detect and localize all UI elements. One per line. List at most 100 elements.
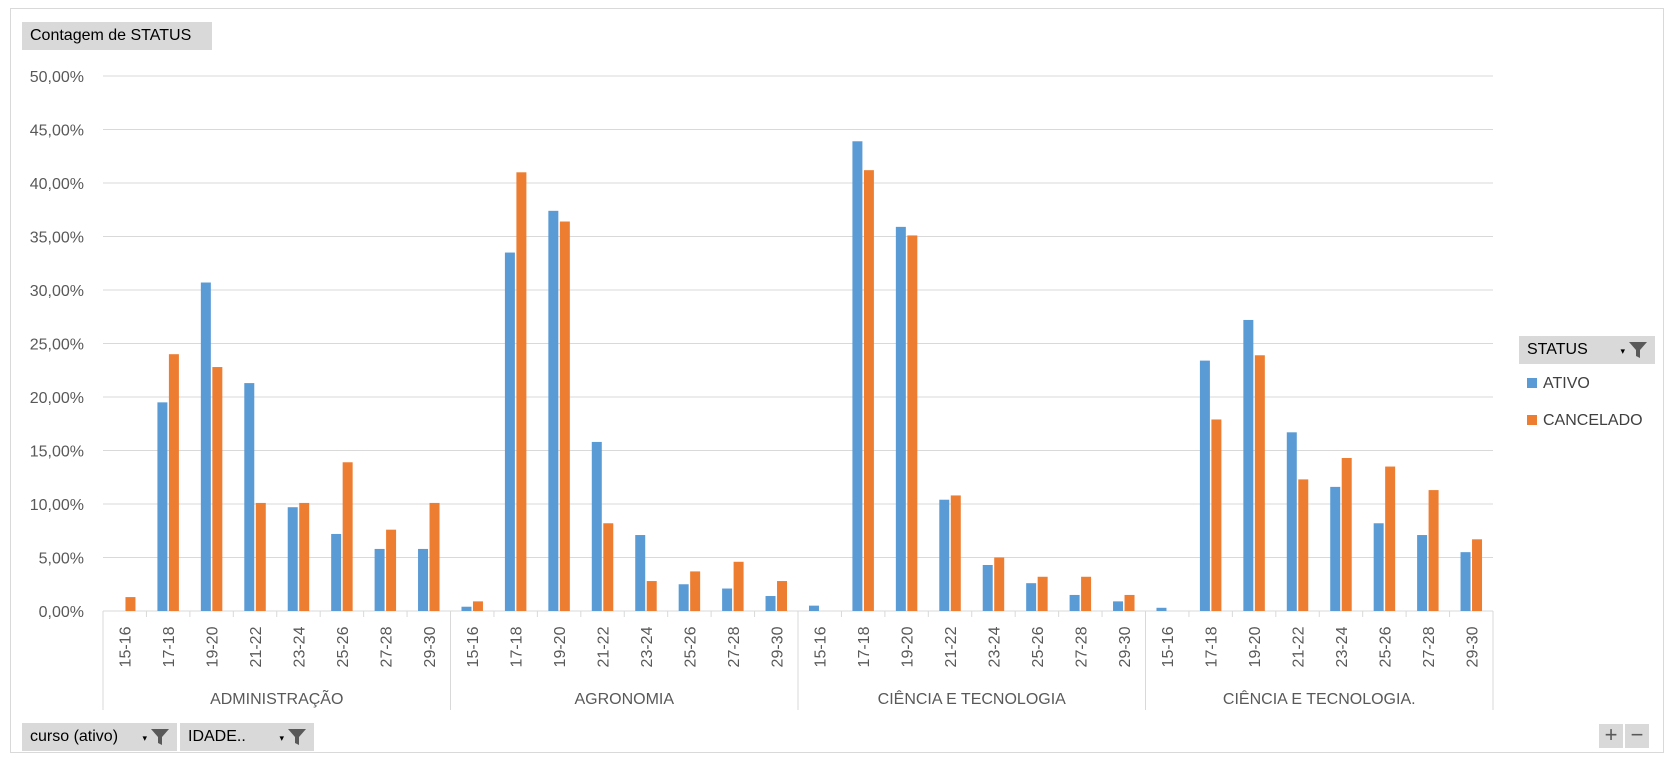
x-tick-label: 23-24 <box>291 626 308 667</box>
bar-cancelado <box>863 170 874 611</box>
group-label: AGRONOMIA <box>574 691 674 708</box>
bar-ativo <box>1069 594 1080 611</box>
bar-ativo <box>1243 319 1254 611</box>
bar-ativo <box>1026 583 1037 611</box>
bar-cancelado <box>342 462 353 611</box>
x-tick-label: 29-30 <box>1117 626 1134 667</box>
bar-ativo <box>1460 552 1471 611</box>
bar-cancelado <box>1254 355 1265 611</box>
x-tick-label: 19-20 <box>552 626 569 667</box>
zoom-in-button[interactable]: + <box>1599 724 1623 748</box>
x-tick-label: 21-22 <box>943 626 960 667</box>
bar-cancelado <box>168 354 179 611</box>
y-tick-label: 30,00% <box>30 283 84 300</box>
y-tick-label: 20,00% <box>30 390 84 407</box>
bar-ativo <box>852 141 863 611</box>
x-tick-label: 21-22 <box>1291 626 1308 667</box>
bar-ativo <box>1330 486 1341 611</box>
bar-cancelado <box>690 571 701 611</box>
x-tick-label: 15-16 <box>813 626 830 667</box>
x-tick-label: 17-18 <box>161 626 178 667</box>
bar-cancelado <box>255 502 266 611</box>
legend-field-label: STATUS <box>1527 341 1588 358</box>
legend-item-ativo[interactable]: ATIVO <box>1527 374 1590 394</box>
bar-ativo <box>591 441 602 611</box>
x-tick-label: 27-28 <box>1073 626 1090 667</box>
x-tick-label: 29-30 <box>769 626 786 667</box>
y-tick-label: 40,00% <box>30 176 84 193</box>
bar-ativo <box>244 383 255 611</box>
x-tick-label: 21-22 <box>248 626 265 667</box>
bar-cancelado <box>516 172 527 612</box>
legend-label-cancelado: CANCELADO <box>1543 412 1643 429</box>
bar-ativo <box>1113 601 1124 611</box>
bar-ativo <box>287 507 298 611</box>
bar-ativo <box>939 499 950 611</box>
y-tick-label: 25,00% <box>30 337 84 354</box>
chart-frame <box>10 8 1664 753</box>
bar-ativo <box>548 210 559 611</box>
bar-ativo <box>1417 535 1428 611</box>
value-field-button[interactable]: Contagem de STATUS <box>22 22 212 50</box>
x-tick-label: 25-26 <box>1030 626 1047 667</box>
legend-field-button[interactable]: STATUS ▾ <box>1519 336 1655 364</box>
x-tick-label: 19-20 <box>205 626 222 667</box>
bar-cancelado <box>733 561 744 611</box>
bar-ativo <box>808 605 819 611</box>
bar-cancelado <box>994 557 1005 611</box>
value-field-label: Contagem de STATUS <box>30 27 192 44</box>
x-tick-label: 19-20 <box>1247 626 1264 667</box>
bar-cancelado <box>472 601 483 611</box>
legend-item-cancelado[interactable]: CANCELADO <box>1527 411 1643 431</box>
x-tick-label: 27-28 <box>378 626 395 667</box>
bar-cancelado <box>1037 576 1048 611</box>
dropdown-arrow-icon: ▾ <box>142 733 147 743</box>
group-label: CIÊNCIA E TECNOLOGIA. <box>1223 689 1416 708</box>
bar-ativo <box>635 535 646 611</box>
dropdown-arrow-icon: ▾ <box>1620 346 1625 356</box>
y-tick-label: 45,00% <box>30 123 84 140</box>
y-tick-label: 15,00% <box>30 444 84 461</box>
filter-icon[interactable] <box>288 729 306 745</box>
bar-cancelado <box>1211 419 1222 611</box>
bar-cancelado <box>386 529 397 611</box>
bar-cancelado <box>1472 539 1483 611</box>
bar-ativo <box>157 402 168 611</box>
x-tick-label: 25-26 <box>1377 626 1394 667</box>
axis-field-label-idade: IDADE.. <box>188 728 246 745</box>
zoom-out-button[interactable]: − <box>1625 724 1649 748</box>
x-tick-label: 23-24 <box>986 626 1003 667</box>
group-label: CIÊNCIA E TECNOLOGIA <box>878 689 1067 708</box>
y-tick-label: 5,00% <box>39 551 84 568</box>
axis-field-label-curso: curso (ativo) <box>30 728 119 745</box>
x-tick-label: 29-30 <box>422 626 439 667</box>
bar-cancelado <box>125 597 136 611</box>
axis-field-button-curso[interactable]: curso (ativo) ▾ <box>22 723 177 751</box>
bar-cancelado <box>559 221 570 611</box>
x-tick-label: 23-24 <box>1334 626 1351 667</box>
x-tick-label: 17-18 <box>509 626 526 667</box>
bar-cancelado <box>950 495 961 611</box>
y-tick-label: 0,00% <box>39 604 84 621</box>
filter-icon[interactable] <box>151 729 169 745</box>
bar-cancelado <box>1298 479 1309 611</box>
x-tick-label: 17-18 <box>856 626 873 667</box>
x-tick-label: 21-22 <box>596 626 613 667</box>
bar-cancelado <box>907 235 918 611</box>
bar-cancelado <box>1124 594 1135 611</box>
filter-icon[interactable] <box>1629 342 1647 358</box>
x-tick-label: 27-28 <box>726 626 743 667</box>
y-tick-label: 35,00% <box>30 230 84 247</box>
bar-ativo <box>982 564 993 611</box>
bar-cancelado <box>646 581 657 611</box>
x-tick-label: 17-18 <box>1204 626 1221 667</box>
legend-swatch-cancelado <box>1527 415 1537 425</box>
y-tick-label: 10,00% <box>30 497 84 514</box>
axis-field-button-idade[interactable]: IDADE.. ▾ <box>180 723 314 751</box>
bar-ativo <box>461 606 472 611</box>
bar-ativo <box>1156 607 1167 611</box>
x-tick-label: 23-24 <box>639 626 656 667</box>
bar-cancelado <box>1385 466 1396 611</box>
x-tick-label: 15-16 <box>1160 626 1177 667</box>
